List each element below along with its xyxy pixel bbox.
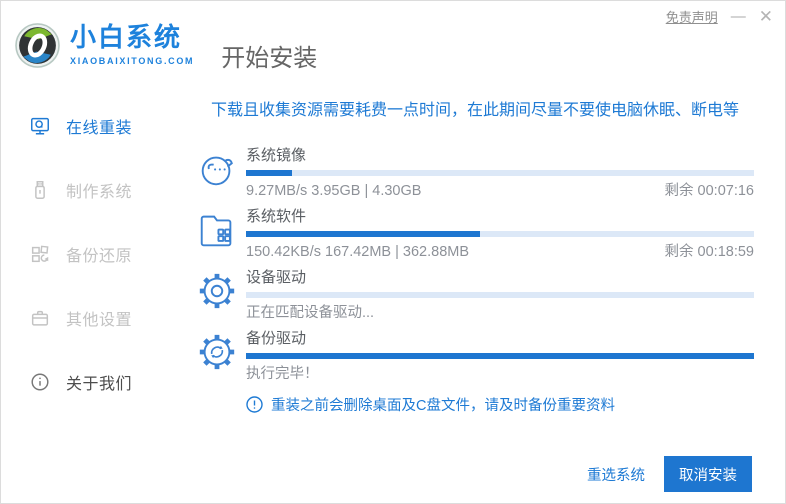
backup-warning: 重装之前会删除桌面及C盘文件，请及时备份重要资料 bbox=[246, 394, 754, 415]
minimize-icon[interactable]: — bbox=[730, 7, 746, 25]
task-title: 系统软件 bbox=[246, 208, 307, 225]
sidebar-item-make-system[interactable]: 制作系统 bbox=[1, 170, 181, 210]
brand-domain: XIAOBAIXITONG.COM bbox=[70, 55, 195, 66]
task-1-bar-fill bbox=[246, 231, 480, 237]
task-title: 系统镜像 bbox=[246, 147, 307, 164]
sidebar-item-label: 在线重装 bbox=[66, 120, 133, 137]
brand-name: 小白系统 bbox=[70, 22, 183, 53]
usb-drive-icon bbox=[29, 179, 51, 201]
task-detail: 150.42KB/s 167.42MB | 362.88MB bbox=[246, 244, 470, 260]
folder-apps-icon bbox=[196, 208, 238, 252]
reselect-system-link[interactable]: 重选系统 bbox=[587, 467, 645, 484]
footer-actions: 重选系统 取消安装 bbox=[587, 456, 752, 492]
window-controls: 免责声明 — ✕ bbox=[666, 7, 773, 26]
sidebar-item-online-reinstall[interactable]: 在线重装 bbox=[1, 106, 181, 146]
backup-warning-text: 重装之前会删除桌面及C盘文件，请及时备份重要资料 bbox=[271, 398, 615, 414]
progress-bar bbox=[246, 353, 754, 359]
notice-text: 下载且收集资源需要耗费一点时间，在此期间尽量不要使电脑休眠、断电等 bbox=[210, 102, 739, 119]
task-row-system-software: 系统软件 150.42KB/s 167.42MB | 362.88MB 剩余 0… bbox=[196, 208, 754, 260]
sidebar: 在线重装 制作系统 bbox=[1, 89, 181, 503]
progress-bar bbox=[246, 231, 754, 237]
close-icon[interactable]: ✕ bbox=[758, 6, 773, 26]
progress-bar bbox=[246, 292, 754, 298]
task-remaining: 剩余 00:18:59 bbox=[664, 244, 754, 260]
brand: 小白系统 XIAOBAIXITONG.COM bbox=[70, 22, 195, 66]
task-0-bar-fill bbox=[246, 170, 292, 176]
task-remaining: 剩余 00:07:16 bbox=[664, 183, 754, 199]
cancel-install-button[interactable]: 取消安装 bbox=[664, 456, 752, 492]
task-row-backup-driver: 备份驱动 执行完毕！ bbox=[196, 330, 754, 382]
task-title: 备份驱动 bbox=[246, 330, 307, 347]
briefcase-icon bbox=[29, 307, 51, 329]
header: 小白系统 XIAOBAIXITONG.COM 开始安装 bbox=[1, 1, 785, 89]
task-3-bar-fill bbox=[246, 353, 754, 359]
disclaimer-link[interactable]: 免责声明 bbox=[665, 10, 718, 25]
sidebar-item-label: 关于我们 bbox=[66, 376, 133, 393]
face-icon bbox=[196, 147, 238, 191]
task-list: 系统镜像 9.27MB/s 3.95GB | 4.30GB 剩余 00:07:1… bbox=[196, 147, 754, 382]
sidebar-item-other-settings[interactable]: 其他设置 bbox=[1, 298, 181, 338]
task-status: 正在匹配设备驱动... bbox=[246, 305, 375, 321]
sidebar-item-label: 制作系统 bbox=[66, 184, 133, 201]
sidebar-item-label: 备份还原 bbox=[66, 248, 133, 265]
task-row-system-image: 系统镜像 9.27MB/s 3.95GB | 4.30GB 剩余 00:07:1… bbox=[196, 147, 754, 199]
info-circle-icon bbox=[29, 371, 51, 393]
exclamation-circle-icon bbox=[246, 396, 263, 413]
gear-icon bbox=[196, 269, 238, 313]
backup-grid-icon bbox=[29, 243, 51, 265]
sidebar-item-about-us[interactable]: 关于我们 bbox=[1, 362, 181, 402]
install-progress-panel: 下载且收集资源需要耗费一点时间，在此期间尽量不要使电脑休眠、断电等 bbox=[181, 89, 785, 503]
gear-sync-icon bbox=[196, 330, 238, 374]
sidebar-item-backup-restore[interactable]: 备份还原 bbox=[1, 234, 181, 274]
page-title: 开始安装 bbox=[221, 44, 318, 72]
sidebar-item-label: 其他设置 bbox=[66, 312, 133, 329]
monitor-search-icon bbox=[29, 115, 51, 137]
task-title: 设备驱动 bbox=[246, 269, 307, 286]
task-detail: 9.27MB/s 3.95GB | 4.30GB bbox=[246, 183, 422, 199]
app-logo-icon bbox=[14, 22, 61, 69]
progress-bar bbox=[246, 170, 754, 176]
task-row-device-driver: 设备驱动 正在匹配设备驱动... bbox=[196, 269, 754, 321]
task-status: 执行完毕！ bbox=[246, 366, 319, 382]
